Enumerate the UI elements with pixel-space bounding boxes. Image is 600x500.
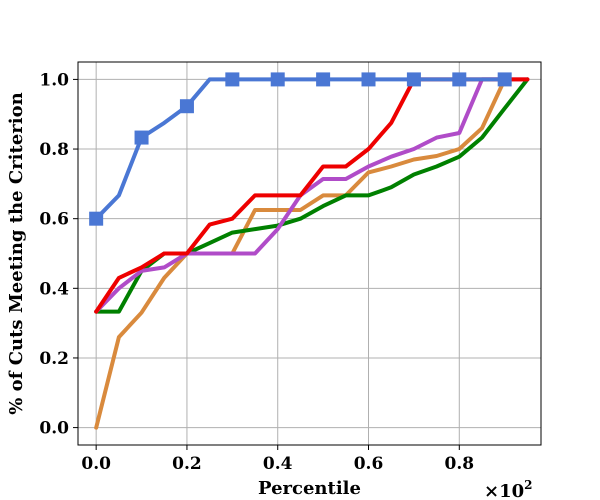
series-group bbox=[89, 72, 530, 430]
x-tick-label: 0.4 bbox=[263, 454, 293, 474]
axis-ticks: 0.0 0.2 0.4 0.6 0.8 0.0 0.2 0.4 0.6 0.8 1.0 bbox=[39, 70, 474, 474]
x-tick-label: 0.6 bbox=[354, 454, 384, 474]
data-point-marker-blue bbox=[497, 72, 512, 87]
data-point-marker-blue bbox=[452, 72, 467, 87]
data-point-marker-blue bbox=[270, 72, 285, 87]
data-point-marker-blue bbox=[225, 72, 240, 87]
y-tick-label: 0.6 bbox=[39, 210, 69, 230]
data-point-marker-blue bbox=[361, 72, 376, 87]
series-line-purple bbox=[94, 77, 530, 314]
x-tick-label: 0.0 bbox=[81, 454, 111, 474]
x-scale-exponent: 2 bbox=[524, 478, 532, 492]
series-line-green bbox=[94, 77, 530, 314]
data-point-marker-blue bbox=[179, 99, 194, 114]
data-point-marker-blue bbox=[316, 72, 331, 87]
y-axis-label: % of Cuts Meeting the Criterion bbox=[6, 92, 27, 414]
y-tick-label: 0.4 bbox=[39, 279, 69, 299]
x-axis-label: Percentile bbox=[258, 478, 361, 499]
x-tick-label: 0.8 bbox=[445, 454, 475, 474]
x-tick-label: 0.2 bbox=[172, 454, 202, 474]
y-tick-label: 0.0 bbox=[39, 419, 69, 439]
grid bbox=[78, 62, 541, 445]
series-line-blue bbox=[94, 77, 507, 221]
y-tick-label: 1.0 bbox=[39, 70, 69, 90]
series-line-orange bbox=[94, 77, 507, 430]
data-point-marker-blue bbox=[406, 72, 421, 87]
data-point-marker-blue bbox=[134, 130, 149, 145]
data-point-marker-blue bbox=[89, 211, 104, 226]
series-line-red bbox=[94, 77, 530, 314]
y-tick-label: 0.2 bbox=[39, 349, 69, 369]
x-scale-base: ×10 bbox=[484, 481, 524, 500]
y-tick-label: 0.8 bbox=[39, 140, 69, 160]
x-axis-scale-factor: ×102 bbox=[484, 478, 533, 500]
plot-frame bbox=[77, 61, 542, 446]
